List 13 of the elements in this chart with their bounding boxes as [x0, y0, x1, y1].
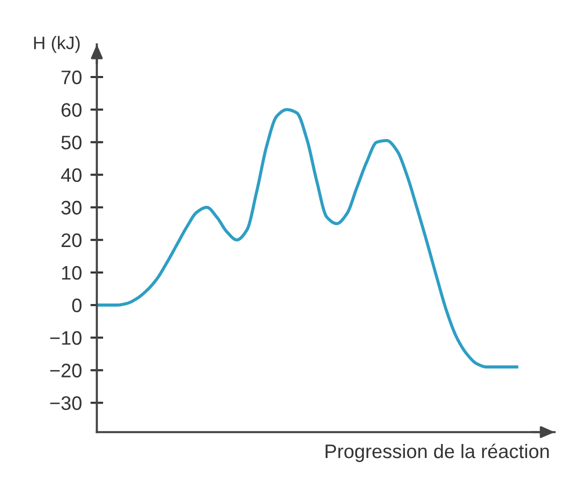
- y-axis-title: H (kJ): [34, 36, 80, 53]
- y-tick-label: 70: [62, 70, 82, 84]
- y-tick-label: 20: [62, 233, 82, 248]
- y-tick-label: −10: [50, 331, 82, 345]
- y-tick-label: 10: [62, 266, 82, 280]
- y-tick-label: 30: [61, 200, 82, 215]
- y-tick-label: 40: [61, 168, 82, 182]
- y-tick-label: 0: [72, 298, 82, 312]
- y-tick-label: −20: [50, 364, 82, 378]
- y-tick-label: 50: [61, 136, 82, 150]
- y-tick-label: 60: [62, 103, 82, 117]
- x-axis-title: Progression de la réaction: [326, 444, 549, 462]
- y-tick-label: −30: [50, 396, 82, 410]
